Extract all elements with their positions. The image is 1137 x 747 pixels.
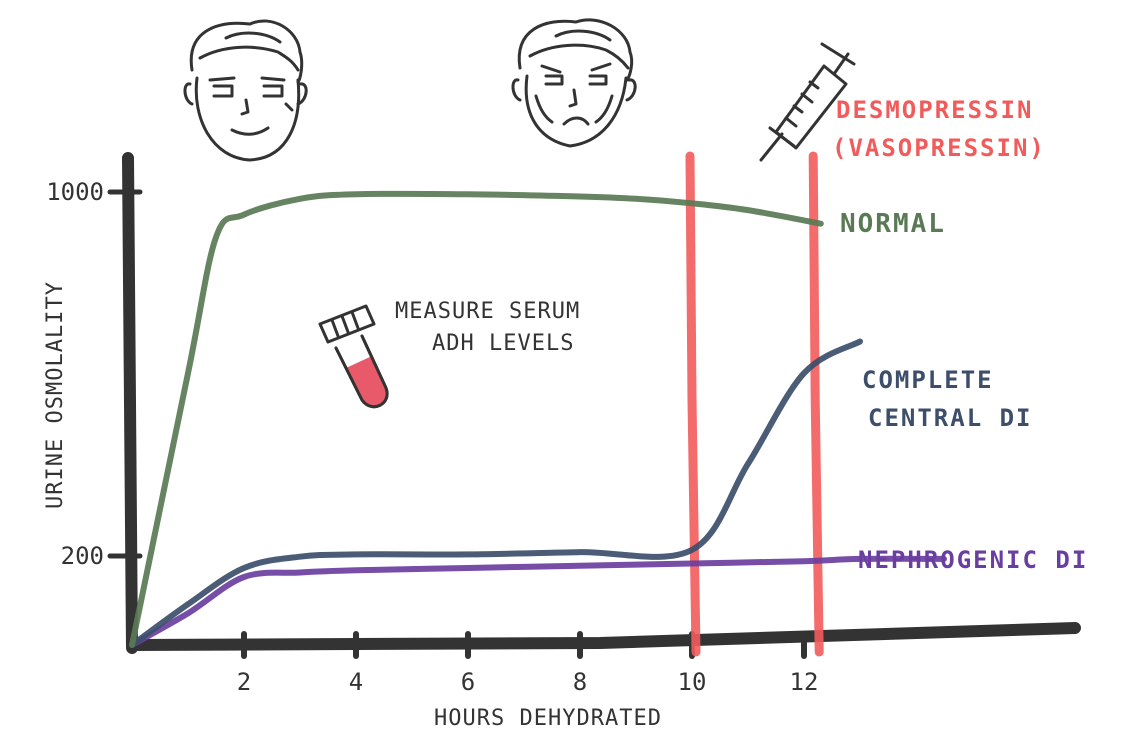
x-axis-label: HOURS DEHYDRATED: [434, 706, 662, 731]
x-tick-label: 4: [349, 668, 363, 696]
tired-face-icon: [511, 18, 637, 148]
x-tick-label: 12: [790, 668, 819, 696]
syringe-icon: [759, 42, 856, 162]
y-ticks: 200 1000: [46, 178, 143, 570]
desmopressin-marker-lines: [685, 151, 824, 657]
series-label-normal: NORMAL: [840, 209, 946, 239]
smiling-face-icon: [183, 19, 308, 162]
series-label-nephrogenic-di: NEPHROGENIC DI: [858, 546, 1088, 574]
series-lines: [129, 190, 947, 648]
blood-tube-icon: [318, 304, 389, 409]
measure-serum-label: MEASURE SERUM: [395, 299, 580, 324]
x-tick-label: 10: [678, 668, 707, 696]
series-line-nephrogenic-di: [129, 555, 947, 648]
x-tick-label: 6: [461, 668, 475, 696]
adh-levels-label: ADH LEVELS: [432, 331, 574, 356]
series-label-complete-line: COMPLETE: [862, 366, 994, 394]
x-axis: [126, 622, 1081, 651]
y-axis: [122, 152, 138, 654]
marker-line-10h: [685, 151, 701, 657]
series-line-complete-central-di: [129, 338, 863, 648]
series-label-complete-central-di: COMPLETE CENTRAL DI: [862, 366, 1033, 432]
x-tick-label: 8: [573, 668, 587, 696]
y-axis-label: URINE OSMOLALITY: [43, 281, 68, 509]
desmopressin-label: DESMOPRESSIN: [836, 96, 1033, 124]
x-tick-label: 2: [237, 668, 251, 696]
y-tick-label: 200: [61, 542, 104, 570]
y-tick-label: 1000: [46, 178, 104, 206]
series-label-central-di-line: CENTRAL DI: [868, 404, 1033, 432]
marker-line-12h: [808, 151, 824, 657]
series-line-normal: [129, 190, 824, 648]
vasopressin-label: (VASOPRESSIN): [832, 134, 1046, 162]
